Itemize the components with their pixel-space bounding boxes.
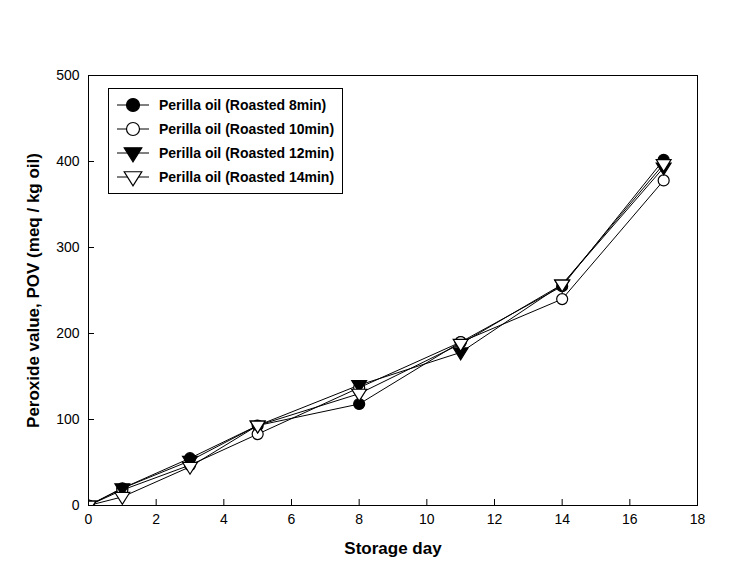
- svg-text:18: 18: [690, 511, 706, 527]
- svg-text:8: 8: [355, 511, 363, 527]
- svg-text:12: 12: [487, 511, 503, 527]
- html-text:Perilla oil (Roasted 10min): Perilla oil (Roasted 10min): [159, 121, 335, 137]
- svg-text:Peroxide value, POV (meq / kg: Peroxide value, POV (meq / kg oil): [24, 153, 43, 428]
- svg-text:300: 300: [56, 239, 80, 255]
- svg-text:Storage day: Storage day: [344, 539, 442, 558]
- svg-text:2: 2: [152, 511, 160, 527]
- svg-text:0: 0: [85, 511, 93, 527]
- html-text:Perilla oil (Roasted 12min): Perilla oil (Roasted 12min): [159, 145, 335, 161]
- svg-text:16: 16: [622, 511, 638, 527]
- svg-text:400: 400: [56, 153, 80, 169]
- svg-text:100: 100: [56, 411, 80, 427]
- svg-text:200: 200: [56, 325, 80, 341]
- html-text:Perilla oil (Roasted 8min): Perilla oil (Roasted 8min): [159, 97, 327, 113]
- svg-text:14: 14: [554, 511, 570, 527]
- svg-text:4: 4: [220, 511, 228, 527]
- svg-text:500: 500: [56, 67, 80, 83]
- svg-text:6: 6: [288, 511, 296, 527]
- svg-text:0: 0: [72, 497, 80, 513]
- svg-text:10: 10: [419, 511, 435, 527]
- html-text:Perilla oil (Roasted 14min): Perilla oil (Roasted 14min): [159, 169, 335, 185]
